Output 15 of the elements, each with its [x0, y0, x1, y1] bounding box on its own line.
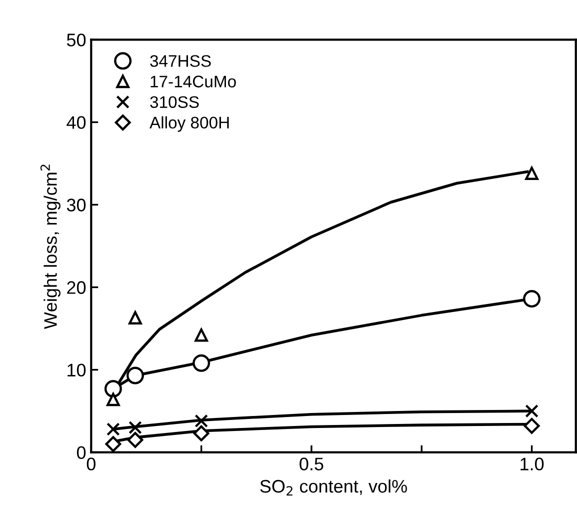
- y-tick-label: 40: [66, 116, 86, 129]
- legend-label: 17-14CuMo: [150, 76, 236, 88]
- legend-label: Alloy 800H: [150, 116, 229, 132]
- y-tick-label: 50: [66, 34, 86, 46]
- x-tick-label: 0.5: [300, 458, 324, 470]
- x-tick-label: 1.0: [520, 458, 544, 470]
- x-tick-label: 0: [86, 458, 96, 470]
- x-axis-title: SO$_{2}$ content, vol%: [260, 479, 407, 496]
- y-tick-label: 20: [67, 281, 86, 294]
- legend-label: 310SS: [150, 96, 199, 108]
- y-axis-title: Weight loss, mg/cm$^{2}$: [40, 164, 60, 330]
- y-tick-label: 0: [76, 446, 86, 460]
- y-tick-label: 30: [66, 198, 86, 212]
- legend-label: 347HSS: [150, 55, 211, 67]
- y-tick-label: 10: [68, 364, 86, 376]
